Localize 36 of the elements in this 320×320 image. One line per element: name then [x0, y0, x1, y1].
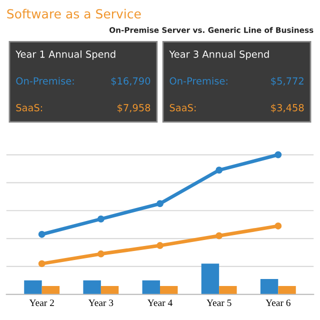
point [274, 151, 282, 158]
text: $5,772 [271, 77, 304, 86]
point [38, 260, 46, 268]
point [156, 200, 164, 208]
bar [201, 264, 220, 294]
text: $16,790 [111, 77, 150, 86]
point [97, 216, 104, 222]
x-tick-label: Year 3 [88, 300, 114, 306]
text: Year 1 Annual Spend [16, 50, 116, 60]
bar [219, 286, 237, 294]
x-tick-label: Year 5 [206, 300, 232, 306]
text: On-Premise: [170, 77, 228, 85]
bar [42, 286, 60, 294]
text: $3,458 [271, 104, 304, 113]
bar [142, 280, 160, 294]
bar [260, 279, 278, 294]
text: On-Premise: [16, 77, 74, 85]
bar [83, 280, 101, 294]
point [274, 222, 282, 230]
text: $7,958 [118, 104, 150, 113]
text: Year 3 Annual Spend [169, 50, 269, 60]
bar [160, 286, 178, 294]
x-tick-label: Year 4 [148, 300, 172, 306]
bar [100, 286, 119, 294]
bar [24, 280, 42, 294]
x-tick-label: Year 6 [266, 300, 290, 306]
text: SaaS: [16, 104, 42, 112]
point [156, 242, 164, 249]
bar [278, 286, 296, 294]
point [97, 250, 104, 258]
text: SaaS: [170, 104, 196, 112]
point [216, 232, 223, 240]
text: Software as a Service [7, 8, 141, 19]
x-tick-label: Year 2 [29, 300, 54, 306]
point [216, 166, 223, 174]
point [38, 230, 46, 238]
